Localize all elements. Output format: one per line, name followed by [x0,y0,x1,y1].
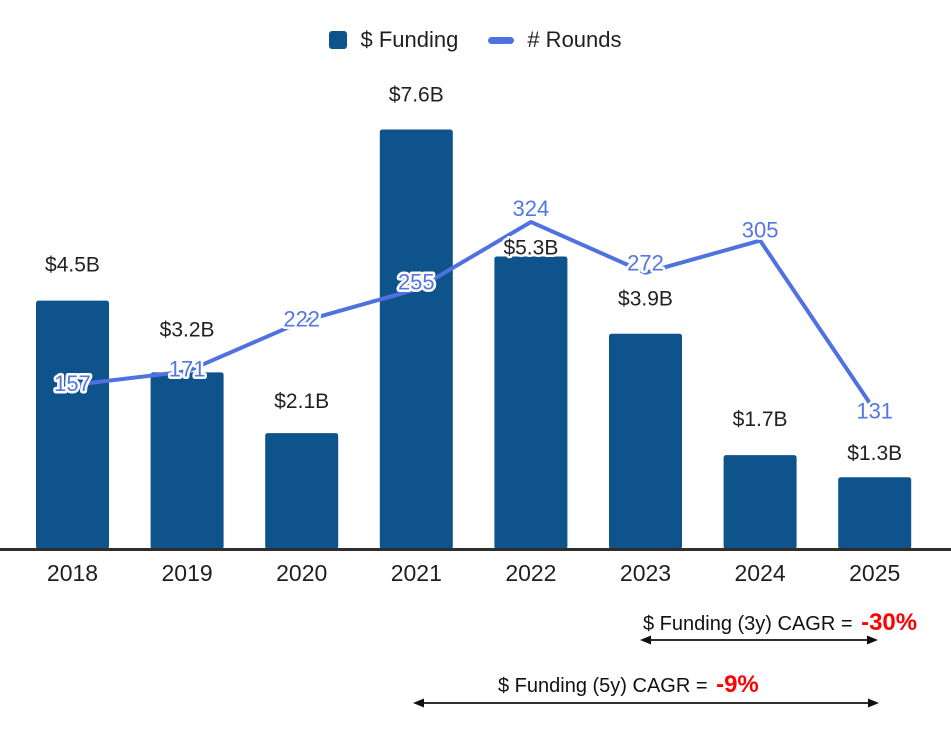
rounds-label-2021: 255 [398,269,435,294]
x-axis-label-2023: 2023 [620,560,671,586]
chart-legend: $ Funding # Rounds [0,27,951,53]
funding-rounds-chart: $4.5B $3.2B $2.1B $7.6B $5.3B $3.9B $1.7B $1.3B… [0,83,951,586]
bar-2024 [723,455,797,549]
bar-label-2023: $3.9B [618,288,673,311]
bar-label-2025: $1.3B [847,442,902,465]
bar-2019 [150,372,224,549]
rounds-swatch-icon [488,36,515,44]
rounds-label-2019: 171 [169,356,206,381]
cagr-5y-text: $ Funding (5y) CAGR = -9% [498,671,759,699]
cagr-3y-label: $ Funding (3y) CAGR = [643,613,859,635]
x-axis-label-2020: 2020 [276,560,327,586]
x-axis-label-2019: 2019 [162,560,213,586]
bar-2022 [494,256,568,549]
rounds-label-2020: 222 [283,307,320,332]
legend-item-funding: $ Funding [329,27,458,53]
legend-item-rounds: # Rounds [488,27,622,53]
bar-2021 [379,129,453,550]
cagr-5y-label: $ Funding (5y) CAGR = [498,675,714,697]
rounds-label-2023: 272 [627,251,664,276]
x-axis-label-2021: 2021 [391,560,442,586]
rounds-label-2022: 324 [513,196,550,221]
legend-funding-label: $ Funding [360,27,459,52]
bar-2020 [265,433,339,549]
rounds-label-2018: 157 [54,371,91,396]
bar-2018 [36,300,109,549]
bar-label-2018: $4.5B [45,254,100,277]
cagr-3y-span-arrow [640,635,878,645]
bar-label-2020: $2.1B [274,390,329,413]
cagr-5y-value: -9% [716,671,759,698]
rounds-label-2024: 305 [742,218,779,243]
x-axis-label-2025: 2025 [849,560,900,586]
cagr-3y-value: -30% [861,609,918,636]
rounds-label-2025: 131 [856,398,893,423]
x-axis-label-2024: 2024 [735,560,786,586]
x-axis-line [0,548,951,551]
cagr-5y-span-arrow [413,698,879,708]
bar-label-2024: $1.7B [733,408,788,431]
bar-label-2021: $7.6B [389,83,444,106]
x-axis-label-2022: 2022 [505,560,556,586]
cagr-3y-text: $ Funding (3y) CAGR = -30% [643,609,917,637]
bar-2025 [838,477,912,549]
bar-label-2019: $3.2B [160,318,215,341]
funding-swatch-icon [329,31,348,49]
x-axis-label-2018: 2018 [47,560,98,586]
bar-2023 [609,333,682,549]
rounds-line [70,219,877,413]
bar-label-2022: $5.3B [503,236,558,259]
legend-rounds-label: # Rounds [527,27,622,52]
